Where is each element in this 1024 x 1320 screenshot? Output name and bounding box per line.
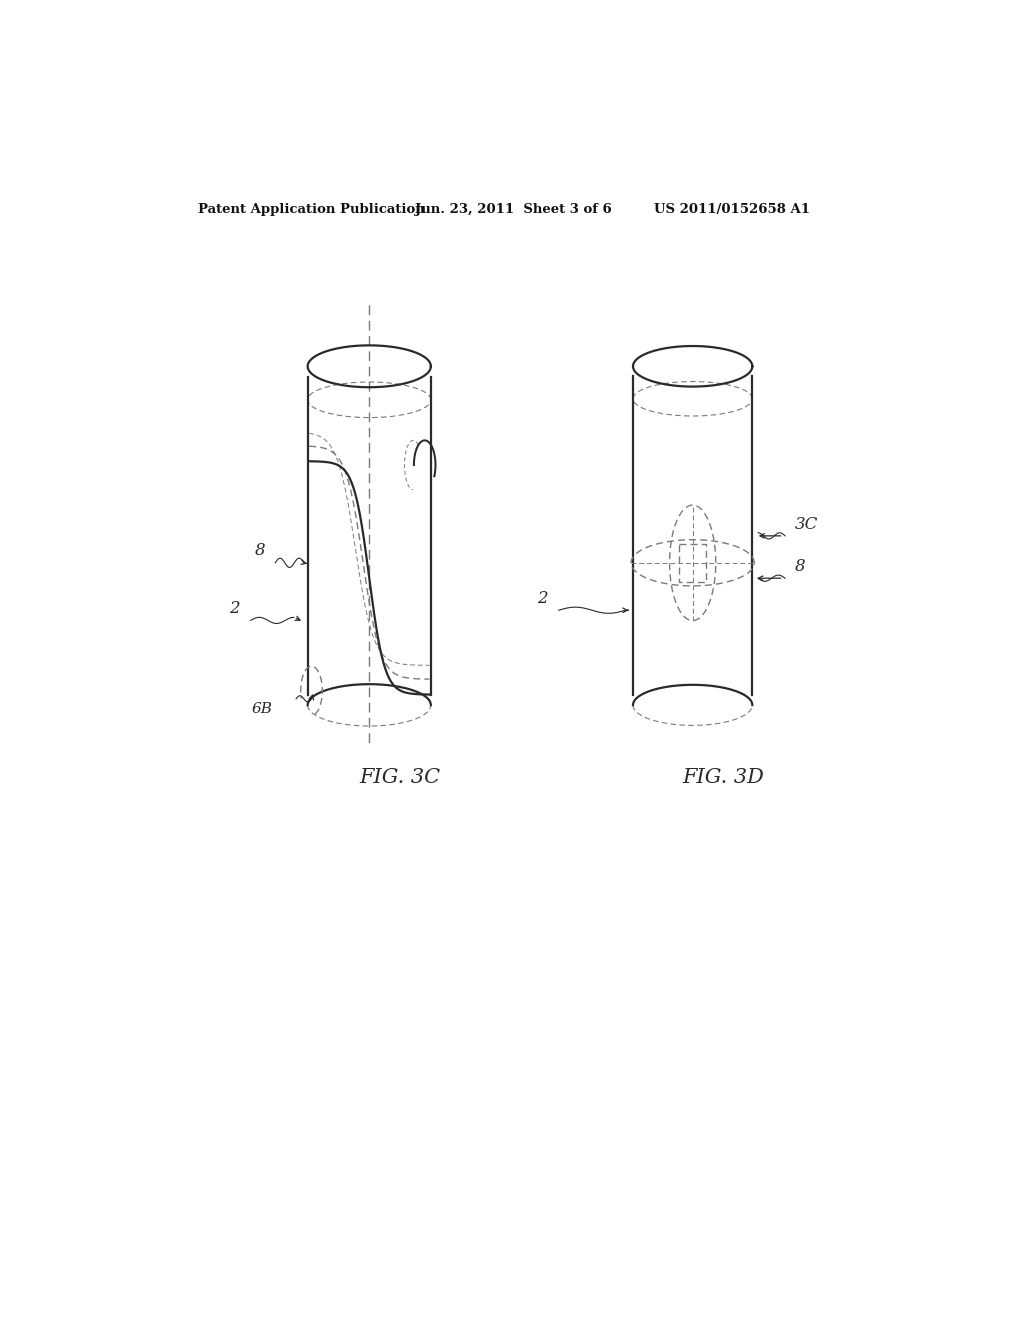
- Text: Patent Application Publication: Patent Application Publication: [199, 203, 425, 216]
- Text: US 2011/0152658 A1: US 2011/0152658 A1: [654, 203, 810, 216]
- Text: Jun. 23, 2011  Sheet 3 of 6: Jun. 23, 2011 Sheet 3 of 6: [416, 203, 612, 216]
- Text: 8: 8: [795, 558, 805, 576]
- Text: 6B: 6B: [252, 702, 273, 715]
- Text: 8: 8: [255, 543, 265, 558]
- Text: FIG. 3D: FIG. 3D: [683, 768, 764, 787]
- Text: 2: 2: [538, 590, 548, 607]
- Text: FIG. 3C: FIG. 3C: [359, 768, 440, 788]
- Text: 2: 2: [229, 601, 240, 618]
- Text: 3C: 3C: [795, 516, 818, 533]
